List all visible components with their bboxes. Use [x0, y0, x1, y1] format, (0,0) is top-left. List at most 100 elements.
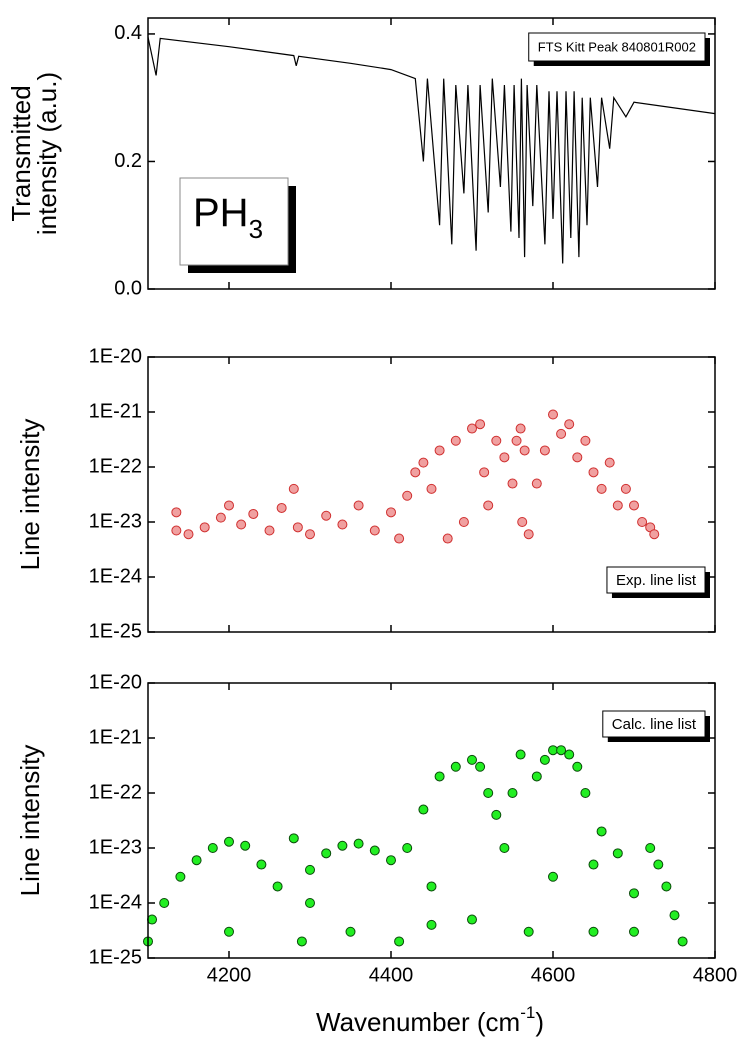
y-tick-label: 1E-21	[89, 726, 142, 748]
scatter-point	[434, 771, 445, 782]
y-tick-label: 0.0	[114, 277, 142, 299]
scatter-point	[402, 490, 413, 501]
y-tick-label: 1E-24	[89, 891, 142, 913]
scatter-point	[353, 838, 364, 849]
scatter-point	[450, 761, 461, 772]
y-tick-label: 1E-20	[89, 671, 142, 693]
scatter-point	[467, 423, 477, 434]
scatter-point	[434, 445, 445, 456]
scatter-point	[596, 483, 607, 494]
plot-frame	[147, 17, 716, 290]
plot-frame	[147, 356, 716, 633]
scatter-point	[394, 533, 405, 544]
y-axis-title: Line intensity	[15, 745, 45, 897]
y-tick-label: 1E-25	[89, 946, 142, 968]
scatter-point	[588, 926, 599, 937]
scatter-point	[305, 864, 315, 875]
scatter-point	[499, 452, 510, 463]
x-tick-label: 4600	[531, 964, 576, 986]
scatter-point	[523, 926, 534, 937]
scatter-point	[418, 804, 429, 815]
scatter-point	[199, 522, 210, 533]
y-tick-label: 0.2	[114, 150, 142, 172]
plot-frame	[147, 682, 716, 959]
scatter-point	[556, 428, 567, 439]
scatter-point	[519, 445, 530, 456]
scatter-point	[418, 457, 429, 468]
scatter-point	[337, 519, 348, 530]
scatter-point	[175, 871, 186, 882]
scatter-point	[288, 833, 299, 844]
scatter-point	[588, 859, 599, 870]
scatter-point	[458, 517, 469, 527]
scatter-point	[386, 507, 396, 518]
scatter-point	[426, 919, 437, 930]
scatter-point	[564, 419, 575, 430]
scatter-point	[507, 788, 518, 798]
scatter-point	[588, 467, 599, 478]
scatter-point	[171, 507, 182, 518]
scatter-point	[483, 788, 494, 798]
y-tick-label: 1E-21	[89, 400, 142, 422]
scatter-point	[321, 510, 332, 521]
scatter-point	[305, 529, 315, 540]
legend-box	[528, 32, 706, 62]
scatter-point	[661, 881, 672, 892]
scatter-point	[236, 519, 247, 530]
scatter-point	[426, 881, 437, 892]
scatter-point	[669, 910, 680, 921]
y-axis-title: intensity (a.u.)	[32, 72, 62, 235]
x-axis-title-text: Wavenumber (cm	[316, 1007, 520, 1037]
legend-label: FTS Kitt Peak 840801R002	[538, 39, 696, 54]
scatter-point	[564, 749, 575, 760]
scatter-point	[240, 840, 251, 851]
scatter-point	[450, 435, 461, 446]
scatter-point	[548, 871, 558, 882]
y-tick-label: 1E-22	[89, 455, 142, 477]
scatter-point	[264, 525, 275, 536]
scatter-point	[224, 836, 234, 847]
scatter-point	[256, 859, 267, 870]
scatter-point	[507, 478, 518, 489]
scatter-point	[292, 522, 303, 533]
scatter-point	[183, 529, 194, 540]
x-tick-label: 4400	[369, 964, 414, 986]
legend-box	[606, 566, 706, 594]
scatter-point	[491, 435, 502, 446]
scatter-point	[637, 517, 648, 527]
y-tick-label: 1E-25	[89, 620, 142, 642]
scatter-point	[517, 517, 528, 527]
y-tick-label: 1E-23	[89, 836, 142, 858]
scatter-point	[410, 467, 421, 478]
scatter-point	[159, 898, 170, 908]
scatter-point	[475, 761, 486, 772]
scatter-point	[426, 483, 437, 494]
scatter-point	[596, 826, 607, 837]
scatter-point	[369, 845, 380, 856]
scatter-point	[467, 914, 477, 925]
scatter-point	[629, 926, 639, 937]
scatter-point	[224, 500, 234, 511]
scatter-point	[353, 500, 364, 511]
scatter-point	[337, 840, 348, 851]
y-tick-label: 1E-23	[89, 510, 142, 532]
scatter-point	[491, 809, 502, 820]
scatter-point	[523, 529, 534, 540]
scatter-point	[580, 788, 591, 798]
scatter-point	[531, 771, 542, 782]
y-tick-label: 0.4	[114, 22, 142, 44]
y-tick-label: 1E-20	[89, 345, 142, 367]
x-tick-label: 4800	[693, 964, 738, 986]
scatter-point	[191, 855, 202, 866]
scatter-point	[321, 848, 332, 859]
scatter-point	[539, 754, 550, 765]
x-axis-title-suffix: )	[535, 1007, 544, 1037]
scatter-point	[548, 409, 558, 420]
scatter-point	[386, 855, 396, 866]
scatter-point	[147, 914, 158, 925]
scatter-point	[556, 745, 567, 756]
scatter-point	[276, 502, 287, 513]
scatter-point	[629, 500, 639, 511]
